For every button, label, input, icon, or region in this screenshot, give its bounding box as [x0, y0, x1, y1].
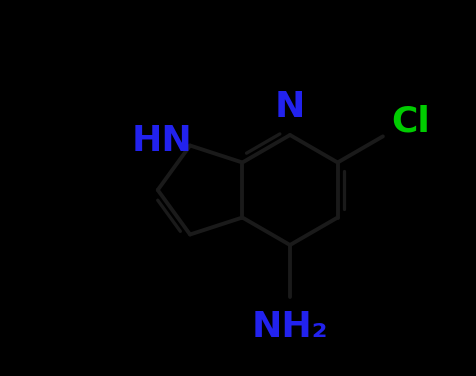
Text: HN: HN: [132, 123, 192, 158]
Text: Cl: Cl: [391, 105, 430, 138]
Text: N: N: [275, 90, 305, 124]
Text: NH₂: NH₂: [252, 310, 328, 344]
